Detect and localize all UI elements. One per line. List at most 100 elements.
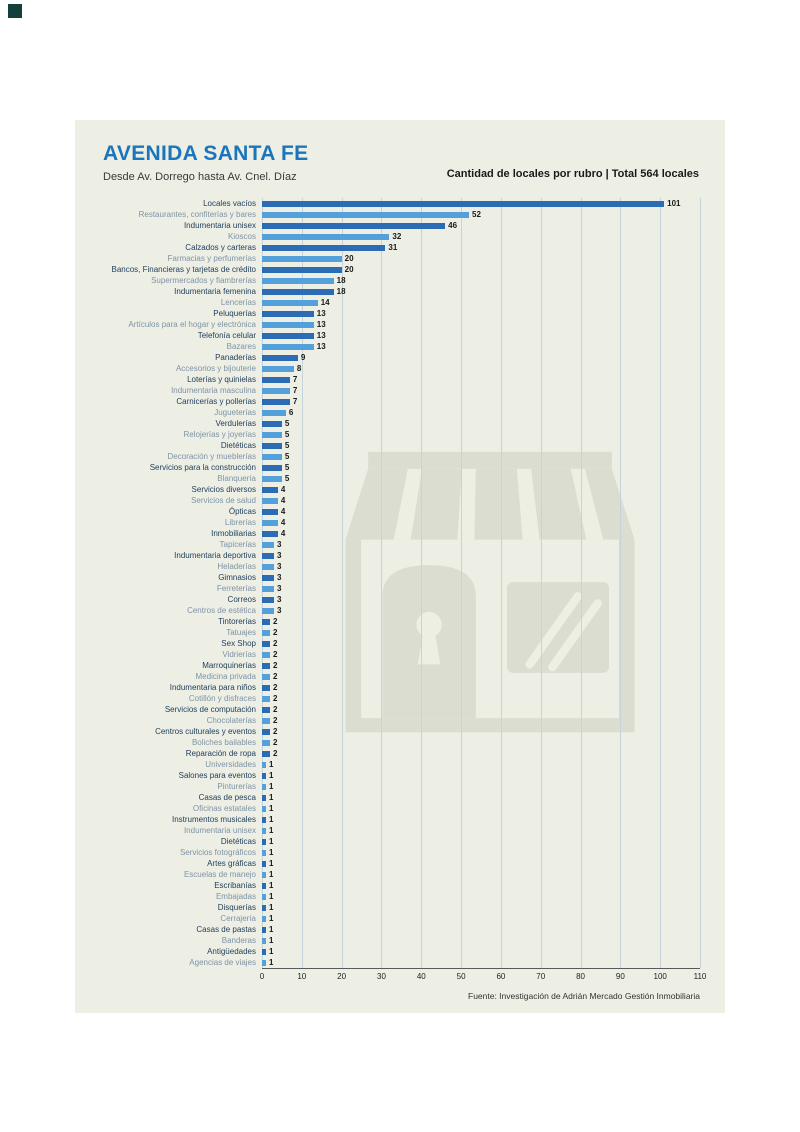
bar bbox=[262, 882, 266, 889]
bar bbox=[262, 596, 274, 603]
value-label: 1 bbox=[268, 837, 274, 846]
bar-track: 5 bbox=[262, 451, 700, 462]
value-label: 2 bbox=[272, 639, 278, 648]
chart-row: Boliches bailables 2 bbox=[89, 737, 700, 748]
category-label: Antigüedades bbox=[207, 947, 256, 956]
bar bbox=[262, 849, 266, 856]
value-label: 32 bbox=[392, 232, 402, 241]
value-label: 4 bbox=[280, 507, 286, 516]
value-label: 3 bbox=[276, 584, 282, 593]
bar-track: 1 bbox=[262, 825, 700, 836]
bar bbox=[262, 200, 665, 207]
value-label: 2 bbox=[272, 683, 278, 692]
gridline bbox=[580, 198, 582, 968]
category-label: Dietéticas bbox=[220, 441, 256, 450]
bar-track: 7 bbox=[262, 374, 700, 385]
x-tick-label: 80 bbox=[576, 972, 585, 981]
bar-track: 1 bbox=[262, 770, 700, 781]
value-label: 13 bbox=[316, 331, 326, 340]
bar-track: 13 bbox=[262, 319, 700, 330]
chart-row: Indumentaria masculina 7 bbox=[89, 385, 700, 396]
value-label: 1 bbox=[268, 793, 274, 802]
bar-track: 1 bbox=[262, 759, 700, 770]
chart-row: Chocolaterías 2 bbox=[89, 715, 700, 726]
value-label: 13 bbox=[316, 309, 326, 318]
chart-row: Gimnasios 3 bbox=[89, 572, 700, 583]
chart-row: Indumentaria deportiva 3 bbox=[89, 550, 700, 561]
bar-track: 5 bbox=[262, 473, 700, 484]
chart-row: Artículos para el hogar y electrónica 13 bbox=[89, 319, 700, 330]
chart-row: Lencerías 14 bbox=[89, 297, 700, 308]
bar-track: 2 bbox=[262, 660, 700, 671]
category-label: Indumentaria unisex bbox=[183, 826, 256, 835]
bar-track: 1 bbox=[262, 946, 700, 957]
bar-track: 1 bbox=[262, 858, 700, 869]
category-label: Escribanías bbox=[214, 881, 256, 890]
chart-row: Banderas 1 bbox=[89, 935, 700, 946]
bar bbox=[262, 629, 270, 636]
chart-row: Heladerías 3 bbox=[89, 561, 700, 572]
x-tick-label: 10 bbox=[297, 972, 307, 981]
bar bbox=[262, 761, 266, 768]
bar bbox=[262, 717, 270, 724]
value-label: 3 bbox=[276, 540, 282, 549]
gridline bbox=[381, 198, 383, 968]
category-label: Relojerías y joyerías bbox=[183, 430, 256, 439]
value-label: 2 bbox=[272, 661, 278, 670]
chart-row: Centros de estética 3 bbox=[89, 605, 700, 616]
bar-track: 2 bbox=[262, 715, 700, 726]
chart-row: Disquerías 1 bbox=[89, 902, 700, 913]
category-label: Carnicerías y pollerías bbox=[176, 397, 256, 406]
bar bbox=[262, 827, 266, 834]
chart-row: Escribanías 1 bbox=[89, 880, 700, 891]
chart-rows: Locales vacíos 101 Restaurantes, confiterí… bbox=[89, 198, 700, 968]
chart-row: Relojerías y joyerías 5 bbox=[89, 429, 700, 440]
bar-track: 2 bbox=[262, 737, 700, 748]
value-label: 1 bbox=[268, 881, 274, 890]
value-label: 1 bbox=[268, 859, 274, 868]
category-label: Vidrierías bbox=[222, 650, 256, 659]
bar-track: 2 bbox=[262, 693, 700, 704]
bar-track: 52 bbox=[262, 209, 700, 220]
category-label: Servicios fotográficos bbox=[179, 848, 256, 857]
category-label: Servicios para la construcción bbox=[149, 463, 256, 472]
gridline bbox=[301, 198, 303, 968]
bar bbox=[262, 860, 266, 867]
value-label: 13 bbox=[316, 320, 326, 329]
category-label: Salones para eventos bbox=[178, 771, 256, 780]
bar bbox=[262, 563, 274, 570]
bar bbox=[262, 618, 270, 625]
chart-row: Indumentaria femenina 18 bbox=[89, 286, 700, 297]
value-label: 2 bbox=[272, 705, 278, 714]
chart-row: Indumentaria unisex 46 bbox=[89, 220, 700, 231]
category-label: Restaurantes, confiterías y bares bbox=[138, 210, 256, 219]
value-label: 1 bbox=[268, 958, 274, 967]
chart-row: Accesorios y bijouterie 8 bbox=[89, 363, 700, 374]
x-tick-label: 0 bbox=[259, 972, 265, 981]
value-label: 9 bbox=[300, 353, 306, 362]
chart-row: Restaurantes, confiterías y bares 52 bbox=[89, 209, 700, 220]
bar bbox=[262, 431, 282, 438]
page-title: AVENIDA SANTA FE bbox=[103, 142, 309, 165]
category-label: Servicios diversos bbox=[191, 485, 256, 494]
value-label: 1 bbox=[268, 771, 274, 780]
chart-row: Cerrajería 1 bbox=[89, 913, 700, 924]
chart-row: Pinturerías 1 bbox=[89, 781, 700, 792]
bar-track: 1 bbox=[262, 803, 700, 814]
bar bbox=[262, 420, 282, 427]
bar bbox=[262, 508, 278, 515]
bar-track: 4 bbox=[262, 517, 700, 528]
value-label: 2 bbox=[272, 650, 278, 659]
bar-track: 2 bbox=[262, 638, 700, 649]
gridline bbox=[700, 198, 701, 968]
bar bbox=[262, 585, 274, 592]
bar-track: 2 bbox=[262, 649, 700, 660]
bar bbox=[262, 673, 270, 680]
category-label: Kioscos bbox=[227, 232, 256, 241]
value-label: 5 bbox=[284, 452, 290, 461]
chart-row: Librerías 4 bbox=[89, 517, 700, 528]
bar bbox=[262, 442, 282, 449]
category-label: Indumentaria deportiva bbox=[174, 551, 256, 560]
header: AVENIDA SANTA FE Desde Av. Dorrego hasta… bbox=[75, 120, 725, 183]
value-label: 1 bbox=[268, 892, 274, 901]
